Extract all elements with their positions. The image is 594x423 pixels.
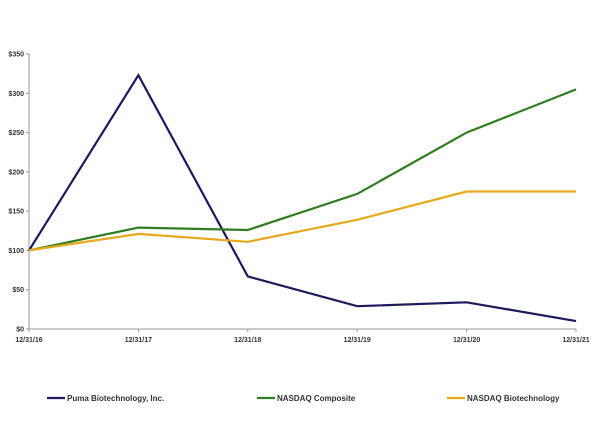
y-tick-label: $200 bbox=[8, 169, 24, 176]
y-axis-ticks: $0 $50 $100 $150 $200 $250 $300 $350 bbox=[8, 52, 29, 334]
legend-label: Puma Biotechnology, Inc. bbox=[67, 394, 164, 403]
y-tick-label: $150 bbox=[8, 209, 24, 216]
legend: Puma Biotechnology, Inc. NASDAQ Composite… bbox=[47, 394, 560, 403]
x-tick-label: 12/31/20 bbox=[453, 337, 480, 344]
plot-area: $0$50$100$150$200$250$300$350 12/31/16 12… bbox=[8, 52, 589, 345]
series-lines bbox=[28, 73, 577, 323]
y-tick-label: $250 bbox=[8, 130, 24, 137]
y-tick-label: $350 bbox=[8, 52, 24, 59]
y-tick-label: $300 bbox=[8, 91, 24, 98]
x-tick-label: 12/31/16 bbox=[15, 337, 42, 344]
series-line-2 bbox=[28, 88, 577, 252]
x-axis-ticks: 12/31/16 12/31/17 12/31/18 12/31/19 12/31/20… bbox=[15, 329, 590, 344]
series-line-1 bbox=[28, 73, 577, 323]
x-tick-label: 12/31/21 bbox=[562, 337, 589, 344]
y-tick-label: $100 bbox=[8, 248, 24, 255]
x-tick-label: 12/31/17 bbox=[125, 337, 152, 344]
x-tick-label: 12/31/18 bbox=[234, 337, 261, 344]
y-tick-label: $50 bbox=[12, 287, 24, 294]
legend-label: NASDAQ Composite bbox=[277, 394, 356, 403]
series-line-3 bbox=[28, 190, 576, 252]
x-tick-label: 12/31/19 bbox=[344, 337, 371, 344]
y-tick-label: $0 bbox=[16, 327, 24, 334]
legend-label: NASDAQ Biotechnology bbox=[467, 394, 560, 403]
